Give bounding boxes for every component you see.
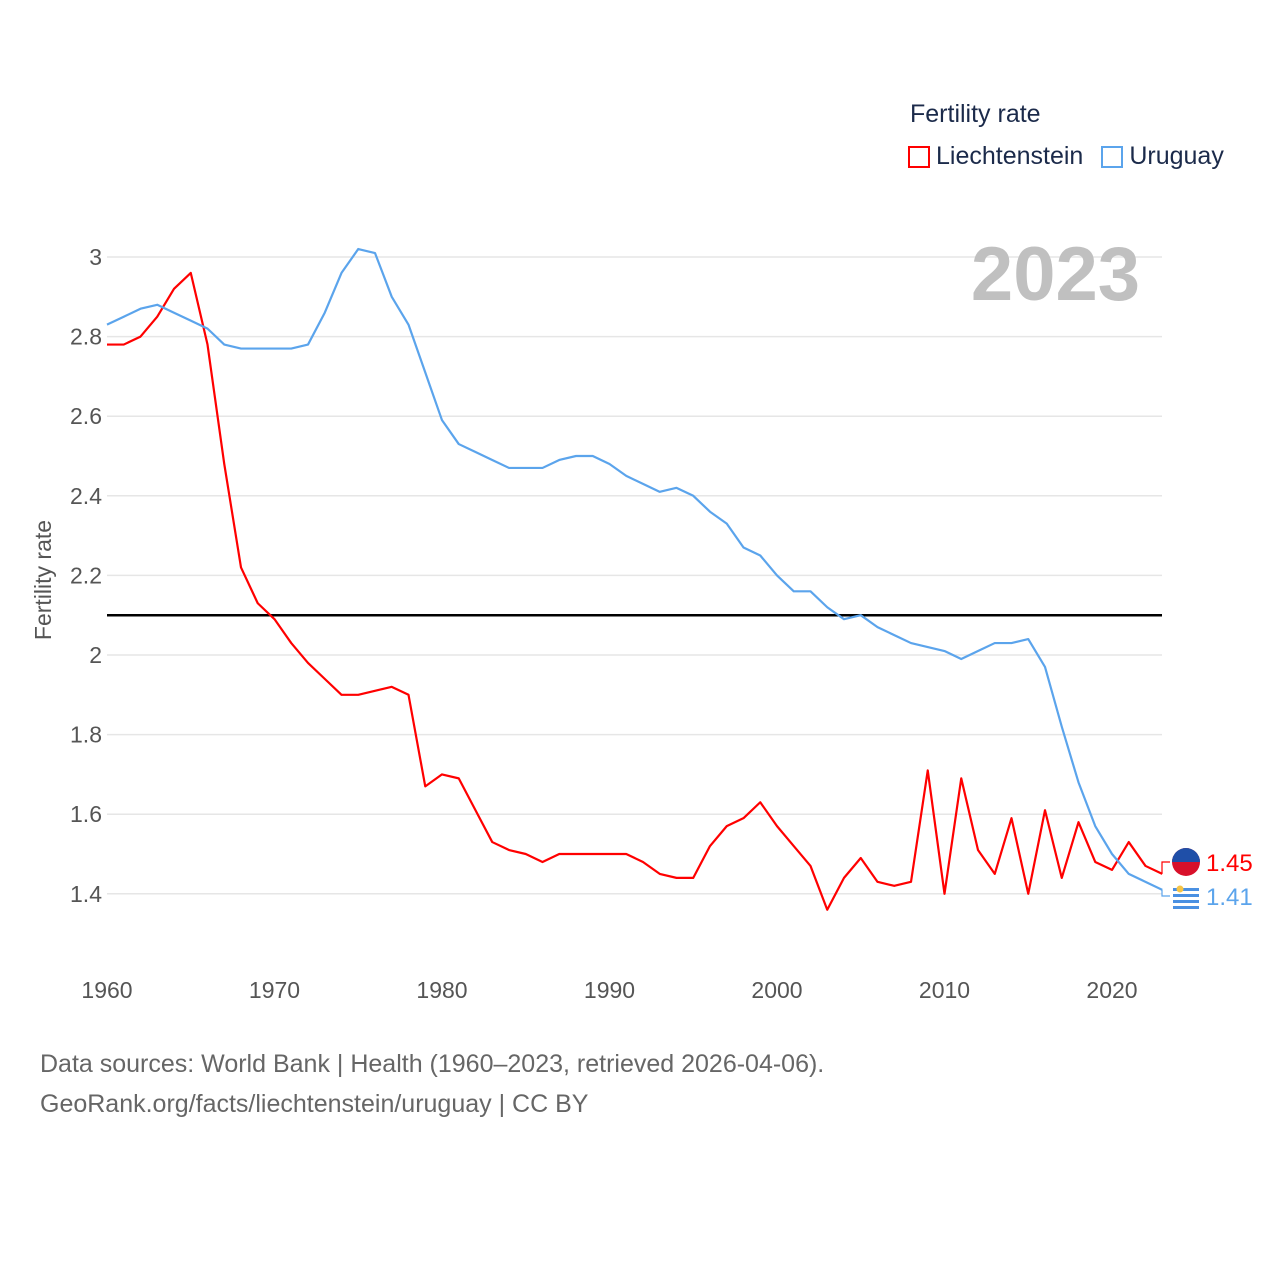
y-tick-label: 1.4 xyxy=(70,881,102,907)
y-tick-label: 2.8 xyxy=(70,324,102,350)
flag-icon-top xyxy=(1172,848,1200,862)
end-value-label: 1.41 xyxy=(1206,884,1253,911)
x-tick-label: 1990 xyxy=(584,977,635,1003)
legend-label: Uruguay xyxy=(1129,142,1224,170)
y-tick-label: 2 xyxy=(89,642,102,668)
series-line-uruguay xyxy=(106,247,1163,891)
flag-sun xyxy=(1176,885,1184,893)
legend-item-liechtenstein[interactable]: Liechtenstein xyxy=(908,142,1083,171)
flag-stripe xyxy=(1173,906,1199,909)
legend: Liechtenstein Uruguay xyxy=(908,142,1224,171)
y-tick-label: 1.8 xyxy=(70,722,102,748)
x-tick-label: 2020 xyxy=(1086,977,1137,1003)
legend-item-uruguay[interactable]: Uruguay xyxy=(1101,142,1224,171)
end-connector xyxy=(1161,861,1170,874)
x-tick-label: 2000 xyxy=(751,977,802,1003)
series-line-liechtenstein xyxy=(107,271,1163,911)
end-value-label: 1.45 xyxy=(1206,850,1253,877)
source-line: Data sources: World Bank | Health (1960–… xyxy=(40,1050,825,1078)
flag-stripe xyxy=(1173,888,1199,891)
y-tick-label: 1.6 xyxy=(70,801,102,827)
year-label: 2023 xyxy=(971,232,1140,317)
flag-stripe xyxy=(1173,894,1199,897)
legend-label: Liechtenstein xyxy=(936,142,1084,170)
x-tick-label: 2010 xyxy=(919,977,970,1003)
y-tick-label: 2.6 xyxy=(70,403,102,429)
x-tick-label: 1970 xyxy=(249,977,300,1003)
y-tick-label: 2.2 xyxy=(70,562,102,588)
legend-swatch xyxy=(908,145,930,168)
y-axis-label: Fertility rate xyxy=(30,520,56,640)
legend-swatch xyxy=(1101,145,1124,168)
flag-stripe xyxy=(1173,900,1199,903)
end-connector xyxy=(1161,889,1170,897)
source-link[interactable]: GeoRank.org/facts/liechtenstein/uruguay … xyxy=(40,1090,589,1118)
legend-title: Fertility rate xyxy=(910,100,1041,128)
x-tick-label: 1960 xyxy=(81,977,132,1003)
y-tick-label: 2.4 xyxy=(70,483,102,509)
source-note: Data sources: World Bank | Health (1960–… xyxy=(40,1044,824,1124)
y-tick-label: 3 xyxy=(89,244,102,270)
x-tick-label: 1980 xyxy=(416,977,467,1003)
